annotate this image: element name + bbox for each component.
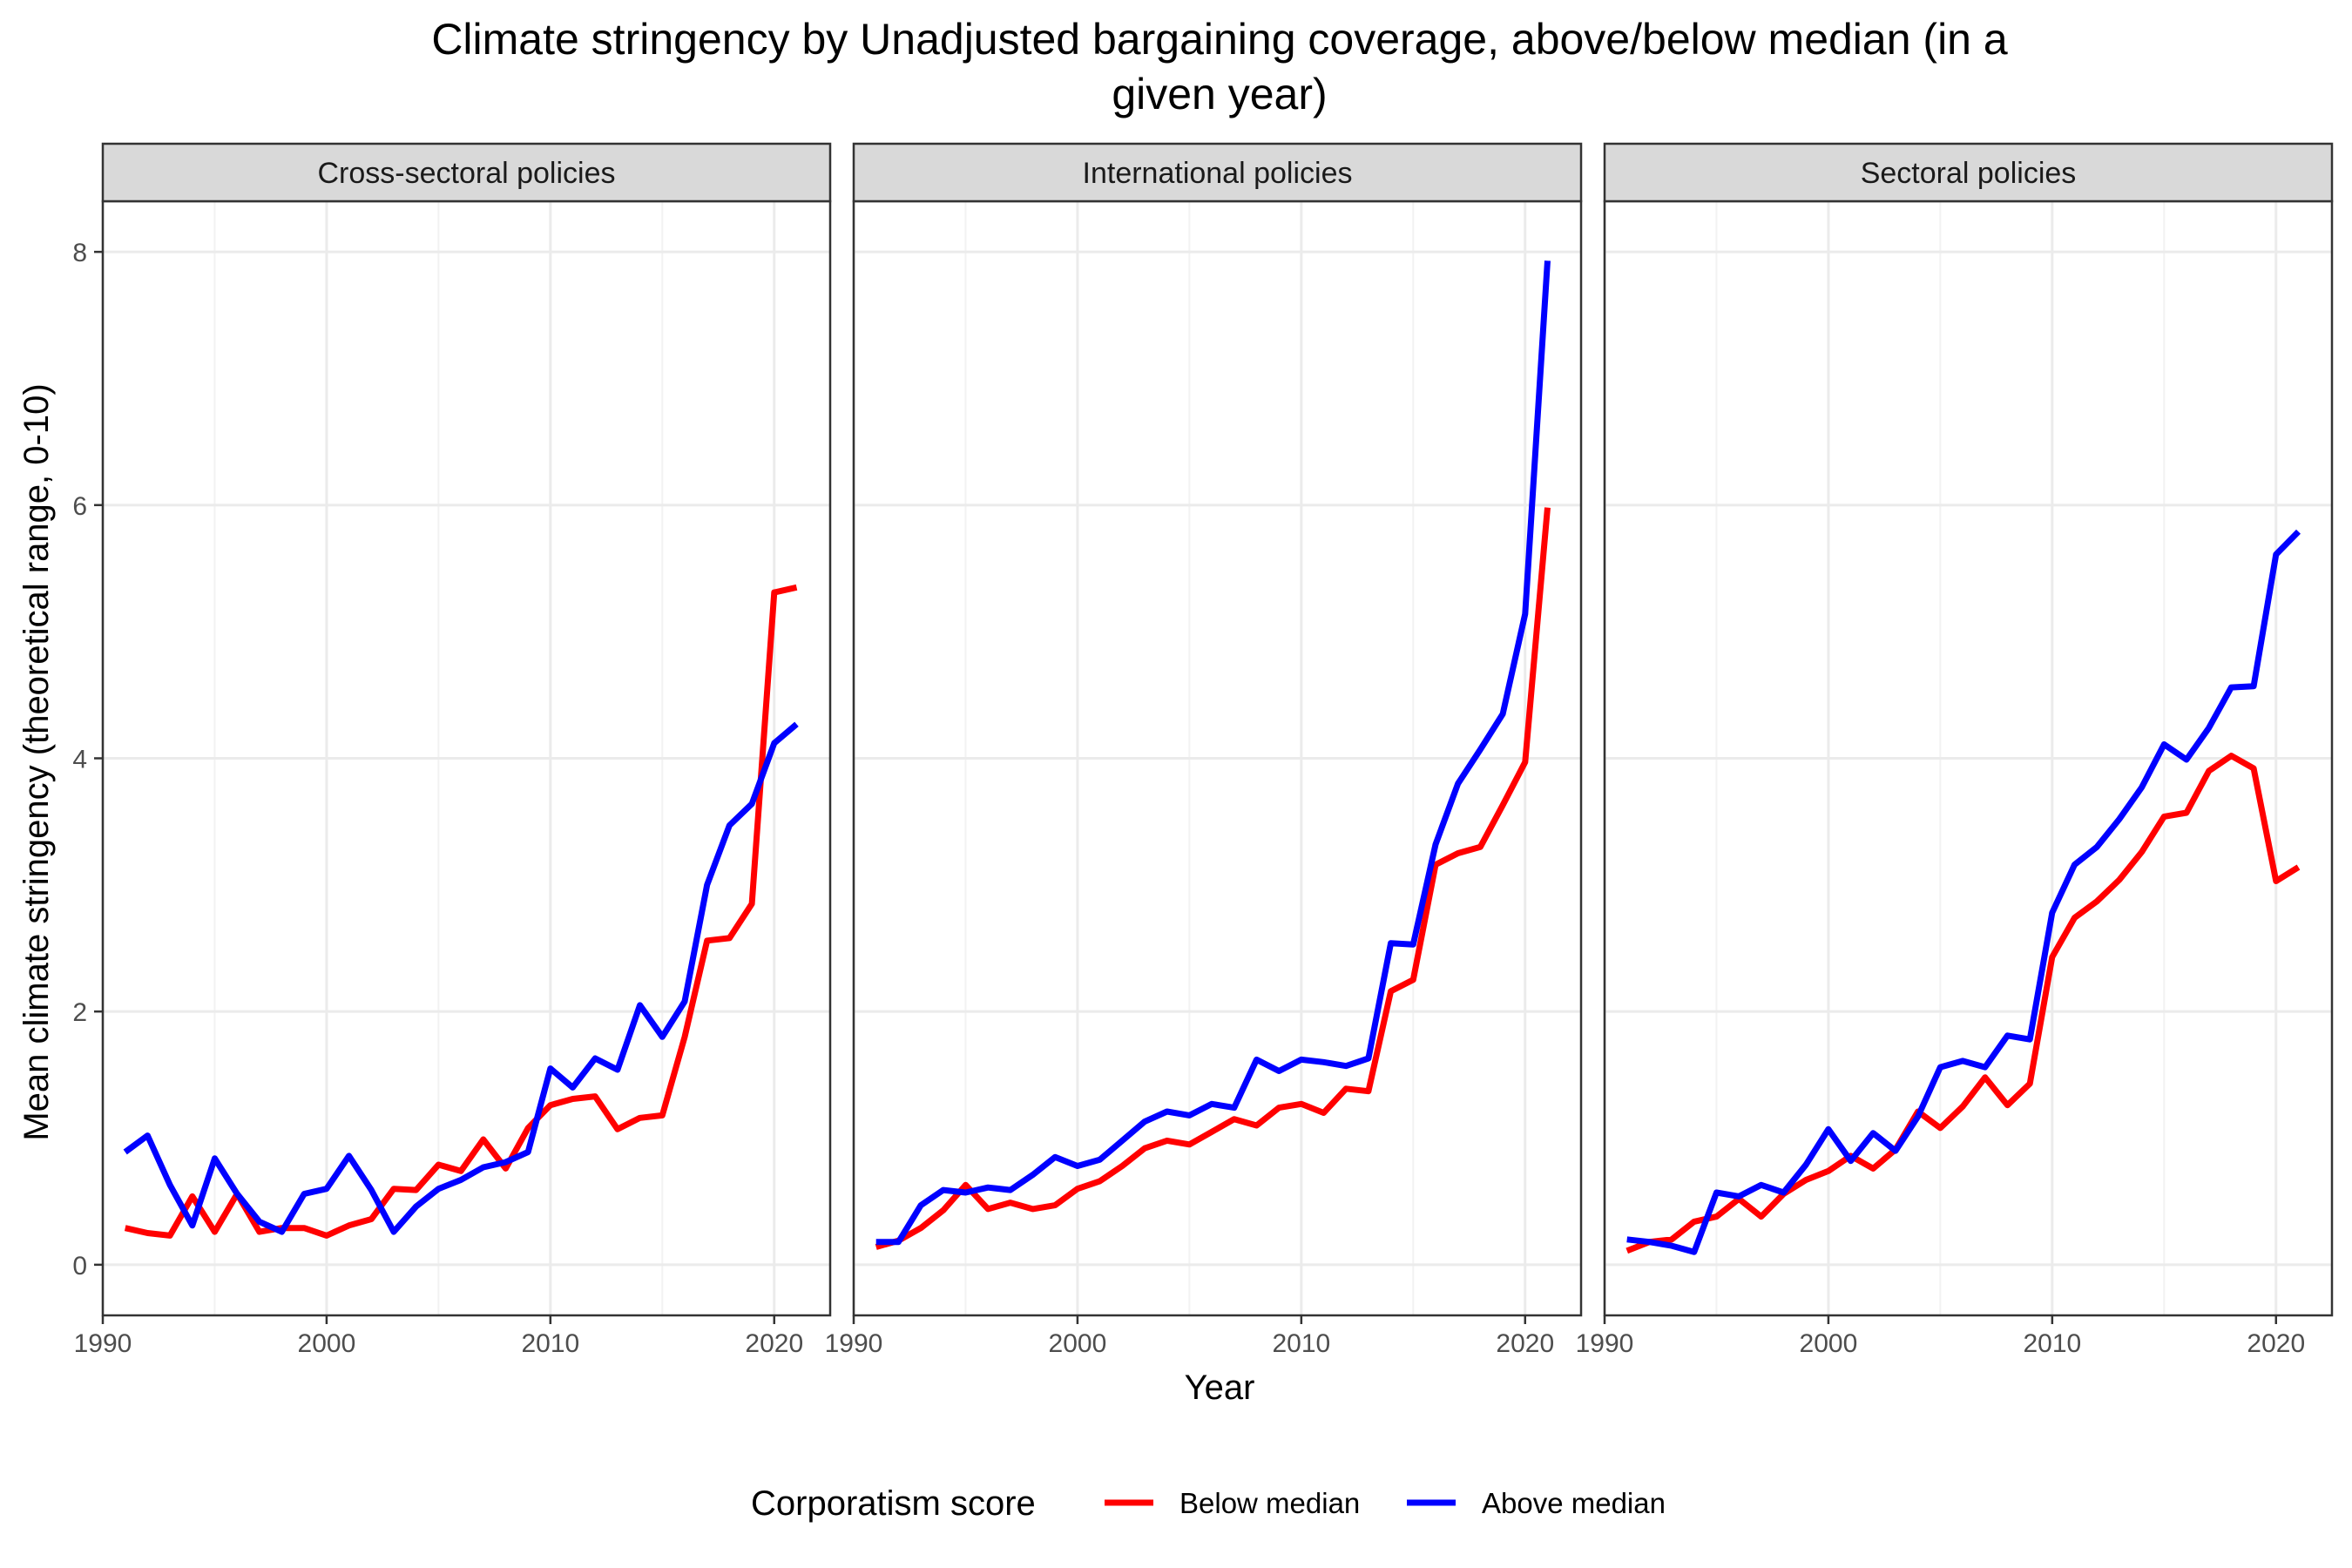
x-tick-label: 1990 bbox=[825, 1329, 883, 1358]
strip-background bbox=[101, 142, 832, 203]
x-tick-label: 2010 bbox=[521, 1329, 579, 1358]
legend-label-above-median: Above median bbox=[1482, 1487, 1666, 1519]
x-tick-label: 2000 bbox=[1049, 1329, 1107, 1358]
y-tick-label: 4 bbox=[72, 746, 87, 774]
x-tick-label: 2010 bbox=[2023, 1329, 2081, 1358]
strip-title: International policies bbox=[1083, 157, 1353, 190]
panel-international-policies: International policies 1990 2000 2010 2020 bbox=[825, 142, 1583, 1358]
strip-title: Sectoral policies bbox=[1861, 157, 2077, 190]
strip-background bbox=[1603, 142, 2334, 203]
x-tick-label: 2000 bbox=[298, 1329, 356, 1358]
strip-background bbox=[852, 142, 1583, 203]
x-tick-label: 2020 bbox=[1496, 1329, 1554, 1358]
legend-label-below-median: Below median bbox=[1179, 1487, 1360, 1519]
panel-cross-sectoral-policies: Cross-sectoral policies 1990 2000 2010 2020 0… bbox=[72, 142, 832, 1358]
y-axis-title: Mean climate stringency (theoretical ran… bbox=[17, 383, 56, 1140]
chart-title-line-2: given year) bbox=[1112, 70, 1327, 118]
legend: Corporatism score Below median Above media… bbox=[751, 1484, 1666, 1523]
series-line-above-median bbox=[123, 721, 799, 1235]
x-tick-label: 2000 bbox=[1800, 1329, 1858, 1358]
y-tick-label: 0 bbox=[72, 1252, 87, 1281]
x-tick-label: 1990 bbox=[1576, 1329, 1634, 1358]
series-line-above-median bbox=[875, 260, 1551, 1246]
y-tick-label: 2 bbox=[72, 998, 87, 1027]
strip-title: Cross-sectoral policies bbox=[318, 157, 616, 190]
series-line-below-median bbox=[875, 507, 1551, 1250]
x-tick-label: 2020 bbox=[2247, 1329, 2305, 1358]
y-tick-label: 6 bbox=[72, 492, 87, 521]
panel-sectoral-policies: Sectoral policies 1990 2000 2010 2020 bbox=[1576, 142, 2334, 1358]
legend-title: Corporatism score bbox=[751, 1484, 1036, 1523]
chart-title-line-1: Climate stringency by Unadjusted bargain… bbox=[431, 15, 2008, 64]
x-tick-label: 1990 bbox=[74, 1329, 132, 1358]
x-tick-label: 2020 bbox=[745, 1329, 803, 1358]
series-line-above-median bbox=[1626, 529, 2301, 1255]
y-tick-label: 8 bbox=[72, 239, 87, 267]
x-tick-label: 2010 bbox=[1272, 1329, 1330, 1358]
x-axis-title: Year bbox=[1185, 1369, 1255, 1407]
